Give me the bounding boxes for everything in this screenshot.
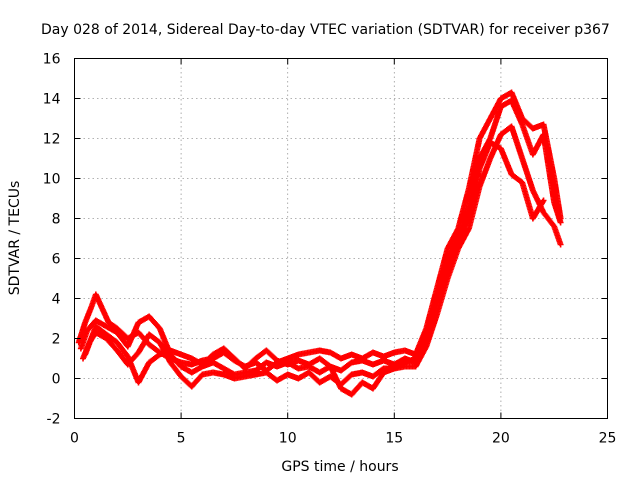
y-tick-label: 4 xyxy=(52,292,61,308)
grid-lines xyxy=(74,58,608,419)
x-tick-label: 0 xyxy=(70,431,79,447)
chart-title: Day 028 of 2014, Sidereal Day-to-day VTE… xyxy=(41,22,610,38)
y-tick-label: 8 xyxy=(52,212,61,228)
plot-frame xyxy=(74,58,608,419)
y-tick-label: 14 xyxy=(43,92,61,108)
x-tick-label: 5 xyxy=(177,431,186,447)
y-tick-label: -2 xyxy=(47,412,61,428)
x-tick-label: 25 xyxy=(599,431,617,447)
x-tick-label: 10 xyxy=(279,431,297,447)
x-tick-label: 20 xyxy=(492,431,510,447)
axis-ticks: 0 5 10 15 20 25 -2 0 2 4 6 8 10 12 14 16 xyxy=(43,52,617,447)
data-point xyxy=(557,241,564,248)
x-tick-label: 15 xyxy=(385,431,403,447)
data-points xyxy=(75,89,564,398)
x-axis-label: GPS time / hours xyxy=(281,459,398,475)
y-axis-label: SDTVAR / TECUs xyxy=(7,181,23,296)
y-tick-label: 0 xyxy=(52,372,61,388)
y-tick-label: 10 xyxy=(43,172,61,188)
y-tick-label: 6 xyxy=(52,252,61,268)
data-point xyxy=(557,219,564,226)
y-tick-label: 2 xyxy=(52,332,61,348)
y-tick-label: 12 xyxy=(43,132,61,148)
data-point xyxy=(540,197,547,204)
y-tick-label: 16 xyxy=(43,52,61,68)
series-track-4 xyxy=(82,139,547,398)
